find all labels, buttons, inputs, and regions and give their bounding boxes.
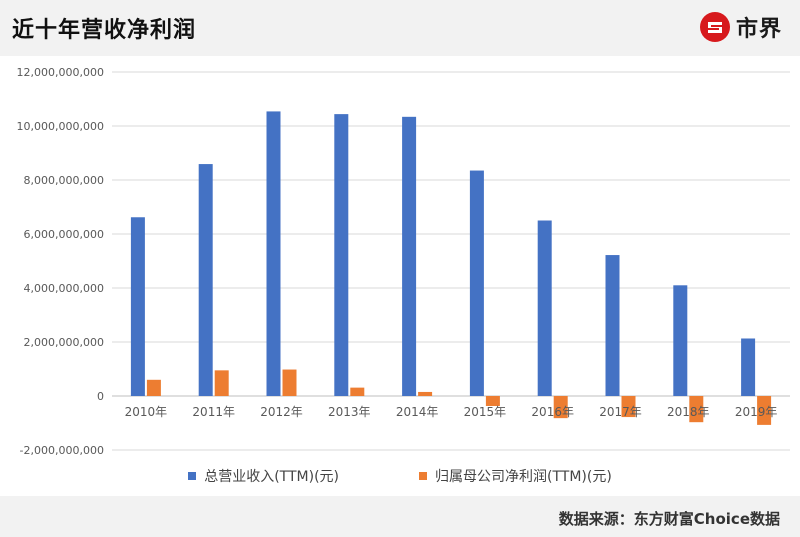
y-tick-label: -2,000,000,000: [20, 444, 104, 457]
header: 近十年营收净利润 市界: [0, 0, 800, 56]
legend-swatch-profit: [419, 472, 427, 480]
footer: 数据来源：东方财富Choice数据: [0, 496, 800, 537]
x-tick-label: 2017年: [599, 405, 642, 419]
bar-revenue: [266, 111, 281, 397]
bar-chart: -2,000,000,000 0 2,000,000,000 4,000,000,00…: [17, 66, 790, 457]
y-tick-label: 6,000,000,000: [24, 228, 104, 241]
bar-revenue: [673, 285, 688, 396]
x-tick-label: 2018年: [667, 405, 710, 419]
bar-profit: [214, 370, 229, 396]
x-tick-label: 2014年: [396, 405, 439, 419]
legend-label-profit: 归属母公司净利润(TTM)(元): [435, 469, 612, 485]
chart-area: -2,000,000,000 0 2,000,000,000 4,000,000,00…: [0, 56, 800, 496]
logo-mark-icon: [699, 12, 730, 42]
bar-profit: [146, 379, 161, 396]
y-tick-label: 8,000,000,000: [24, 174, 104, 187]
logo-text: 市界: [735, 17, 782, 42]
bar-profit: [418, 391, 433, 396]
bar-profit: [553, 396, 568, 419]
legend-swatch-revenue: [188, 472, 197, 480]
bar-profit: [689, 396, 704, 423]
bar-revenue: [334, 114, 349, 396]
legend-item-revenue: 总营业收入(TTM)(元): [188, 466, 339, 486]
y-tick-label: 2,000,000,000: [24, 336, 104, 349]
y-tick-label: 0: [97, 390, 104, 403]
y-tick-label: 12,000,000,000: [17, 66, 104, 79]
x-tick-label: 2011年: [192, 405, 235, 419]
bar-revenue: [741, 338, 756, 396]
bar-profit: [282, 369, 297, 396]
legend: 总营业收入(TTM)(元) 归属母公司净利润(TTM)(元): [0, 466, 800, 486]
x-tick-label: 2015年: [464, 405, 507, 419]
legend-item-profit: 归属母公司净利润(TTM)(元): [419, 466, 612, 486]
bar-profit: [757, 396, 772, 425]
chart-title: 近十年营收净利润: [12, 18, 197, 43]
brand-logo: 市界: [699, 11, 782, 43]
x-tick-label: 2010年: [125, 405, 168, 419]
bar-profit: [485, 396, 500, 406]
bar-revenue: [537, 220, 552, 396]
bar-revenue: [469, 170, 484, 396]
bar-revenue: [198, 164, 213, 396]
y-tick-label: 4,000,000,000: [24, 282, 104, 295]
legend-label-revenue: 总营业收入(TTM)(元): [204, 469, 339, 485]
bar-revenue: [402, 116, 417, 396]
x-tick-label: 2013年: [328, 405, 371, 419]
bar-profit: [350, 387, 365, 396]
x-tick-label: 2012年: [260, 405, 303, 419]
bar-revenue: [605, 255, 620, 396]
data-source: 数据来源：东方财富Choice数据: [558, 510, 780, 528]
x-tick-label: 2019年: [735, 405, 778, 419]
bar-profit: [621, 396, 636, 418]
bar-revenue: [130, 217, 145, 396]
x-tick-label: 2016年: [531, 405, 574, 419]
y-tick-label: 10,000,000,000: [17, 120, 104, 133]
